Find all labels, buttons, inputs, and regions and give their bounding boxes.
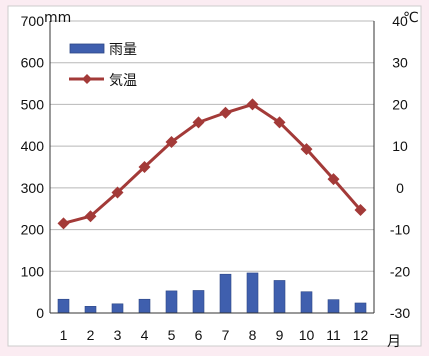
left-tick-label: 200 [21,222,45,238]
right-tick-label: -30 [390,305,410,321]
temperature-point [192,116,205,129]
x-axis-ticks: 1 2 3 4 5 6 7 8 9 10 11 12 [60,327,369,343]
right-tick-label: 20 [392,96,408,112]
left-tick-label: 300 [21,180,45,196]
rain-bar [246,272,259,314]
temperature-point [273,116,286,129]
left-tick-label: 500 [21,96,45,112]
right-tick-label: 30 [392,55,408,71]
left-tick-label: 0 [36,305,44,321]
x-tick-label: 8 [249,327,257,343]
temperature-point [165,135,178,148]
rain-bar [273,280,286,314]
rain-bar [57,298,70,314]
right-tick-label: 40 [392,13,408,29]
x-tick-label: 9 [276,327,284,343]
legend-label-temperature: 気温 [109,73,137,89]
left-tick-label: 100 [21,263,45,279]
temperature-point [138,161,151,173]
x-tick-label: 2 [87,327,95,343]
x-tick-label: 1 [60,327,68,343]
temperature-point [219,106,232,119]
left-axis-unit: mm [44,10,71,26]
axes [49,21,375,314]
x-tick-label: 7 [222,327,230,343]
left-tick-label: 400 [21,138,45,154]
temperature-point [300,143,313,156]
temperature-point [327,173,340,186]
x-axis-unit: 月 [387,334,401,350]
plot-background [7,5,422,347]
x-tick-label: 12 [353,327,369,343]
rain-bar [138,298,151,314]
x-tick-label: 11 [326,327,341,343]
legend-label-rain: 雨量 [109,42,137,58]
x-tick-label: 3 [114,327,122,343]
x-tick-label: 10 [299,327,315,343]
temperature-point [111,186,124,199]
legend-marker-temperature [82,74,92,84]
temperature-point [84,210,97,223]
temperature-line [63,102,362,225]
right-tick-label: 10 [392,138,408,154]
right-axis-ticks: -30 -20 -10 0 10 20 30 40 [390,13,410,321]
left-tick-label: 600 [21,55,45,71]
left-axis-ticks: 0 100 200 300 400 500 600 700 [21,13,45,321]
x-tick-label: 6 [195,327,203,343]
right-tick-label: -10 [390,222,410,238]
gridlines [50,20,374,272]
bar-series-rain [57,272,367,314]
right-axis-unit: ℃ [403,10,419,26]
temperature-point [57,217,70,230]
rain-bar [192,290,205,314]
rain-bar [354,302,367,314]
rain-bar [219,273,232,314]
rain-bar [300,291,313,314]
legend-swatch-rain [69,43,105,54]
x-tick-label: 4 [141,327,149,343]
temperature-point [354,203,367,216]
temperature-point [246,98,259,111]
line-series-temperature [57,98,367,230]
rain-bar [165,290,178,314]
rain-bar [327,299,340,314]
right-tick-label: -20 [390,263,410,279]
x-tick-label: 5 [168,327,176,343]
right-tick-label: 0 [396,180,404,196]
rain-bar [84,306,97,314]
legend: 雨量 気温 [69,42,137,89]
rain-bar [111,303,124,314]
left-tick-label: 700 [21,13,45,29]
